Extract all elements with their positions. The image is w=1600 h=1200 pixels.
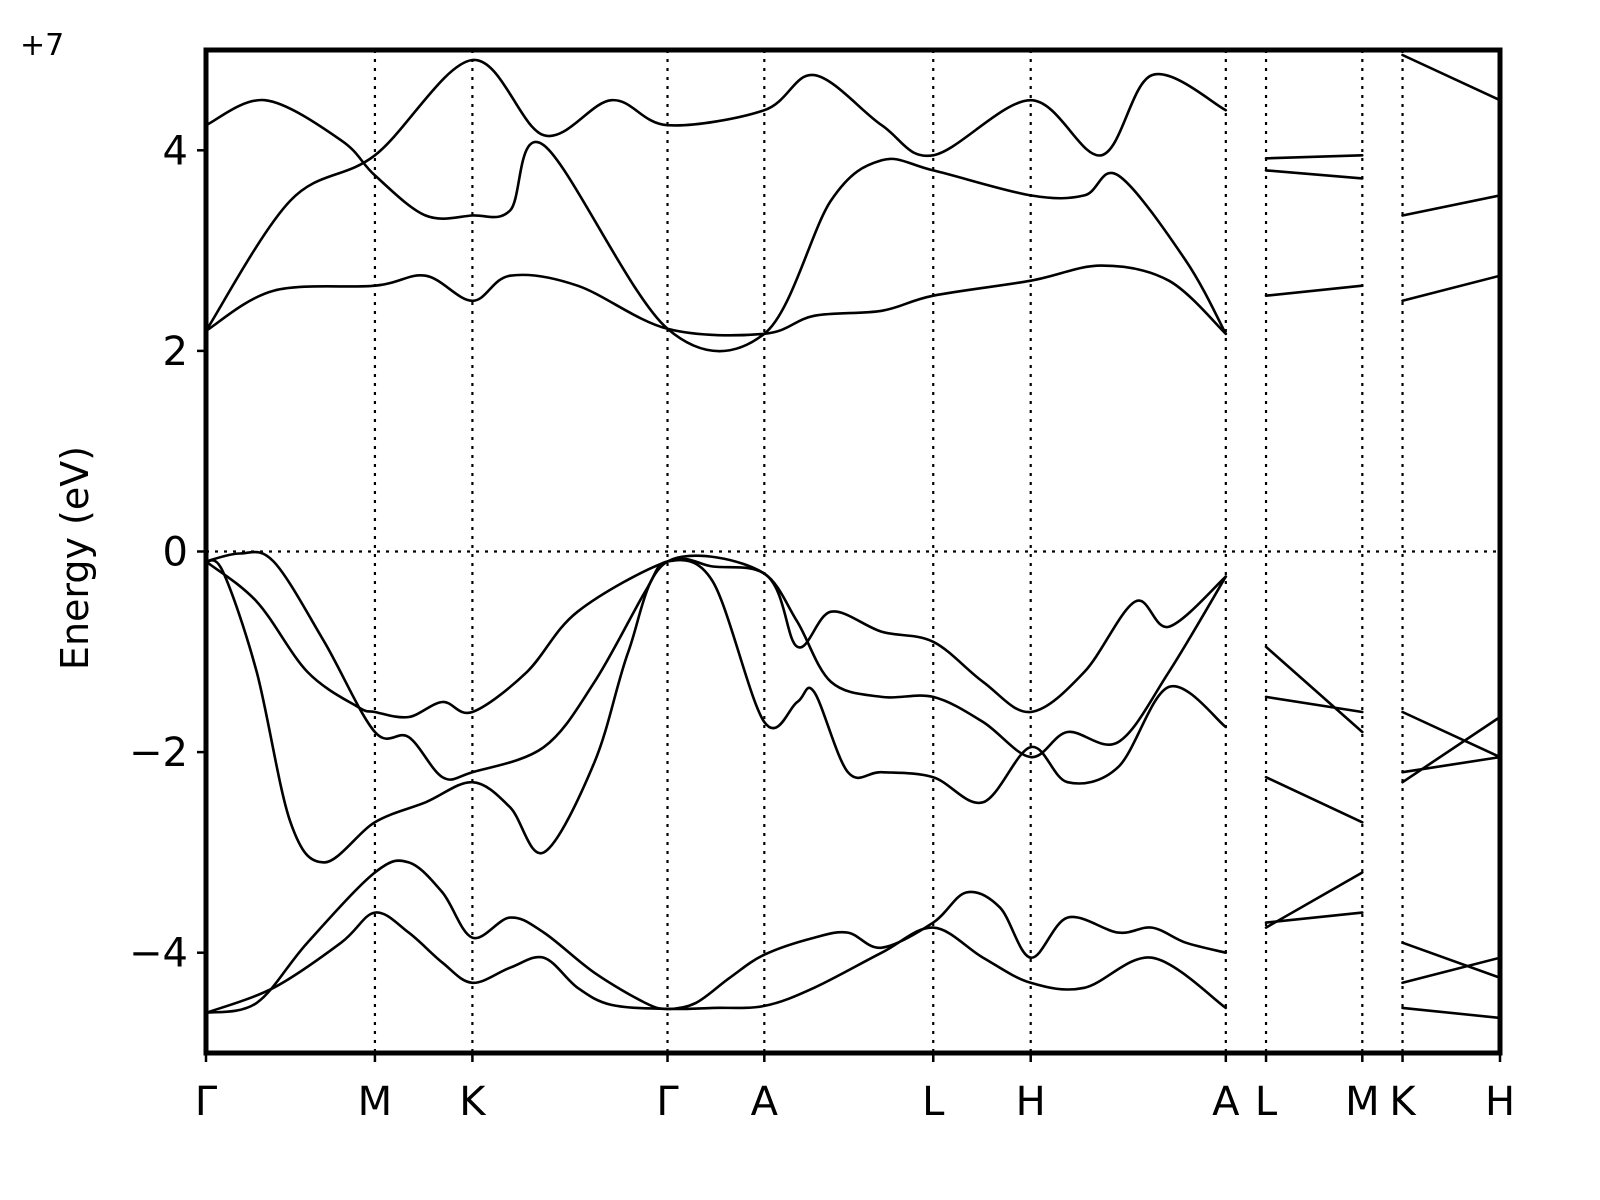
band-line-seg2-8 [1401, 53, 1500, 102]
band-line-seg2-4 [1401, 755, 1500, 774]
band-line-seg2-0 [1401, 1006, 1500, 1020]
kpoint-lines [206, 50, 1500, 1053]
band-line-seg0-5 [206, 264, 1228, 337]
band-line-seg0-2 [206, 557, 1228, 759]
band-line-seg0-4 [206, 554, 1228, 864]
band-line-seg0-0 [206, 911, 1228, 1015]
x-tick-label-4: A [751, 1079, 779, 1125]
band-line-seg0-3 [206, 550, 1228, 805]
band-line-seg2-6 [1401, 274, 1500, 303]
x-tick-label-0: Γ [195, 1079, 218, 1125]
band-line-seg1-7 [1264, 154, 1364, 160]
band-line-seg1-5 [1264, 284, 1364, 297]
band-line-seg2-5 [1401, 710, 1500, 759]
y-axis-label: Energy (eV) [53, 446, 97, 670]
x-tick-label-7: A [1212, 1079, 1240, 1125]
y-offset-label: +7 [20, 28, 64, 63]
band-line-seg1-1 [1264, 871, 1364, 929]
bands [206, 53, 1500, 1020]
band-line-seg1-6 [1264, 169, 1364, 180]
x-tick-label-6: H [1016, 1079, 1046, 1125]
band-line-seg0-6 [206, 58, 1228, 333]
x-tick-label-11: H [1485, 1079, 1515, 1125]
band-line-seg2-2 [1401, 941, 1500, 980]
band-line-seg0-7 [206, 98, 1228, 353]
x-tick-label-1: M [358, 1079, 393, 1125]
y-tick-label-4: 4 [163, 128, 188, 174]
x-tick-label-5: L [922, 1079, 945, 1125]
y-tick-label-1: −2 [129, 730, 188, 776]
x-tick-label-10: K [1389, 1079, 1417, 1125]
y-tick-label-3: 2 [163, 329, 188, 375]
band-line-seg1-4 [1264, 645, 1364, 734]
band-line-seg2-1 [1401, 956, 1500, 985]
x-tick-label-3: Γ [656, 1079, 679, 1125]
band-line-seg1-2 [1264, 775, 1364, 824]
x-tick-label-8: L [1255, 1079, 1278, 1125]
axes [197, 47, 1503, 1062]
band-line-seg2-7 [1401, 194, 1500, 217]
x-tick-label-9: M [1345, 1079, 1380, 1125]
band-line-seg2-3 [1401, 715, 1500, 784]
y-tick-label-0: −4 [129, 931, 188, 977]
y-tick-label-2: 0 [163, 530, 188, 576]
x-tick-label-2: K [459, 1079, 487, 1125]
band-line-seg1-0 [1264, 911, 1364, 924]
band-line-seg1-3 [1264, 695, 1364, 714]
band-line-seg0-1 [206, 859, 1228, 1015]
